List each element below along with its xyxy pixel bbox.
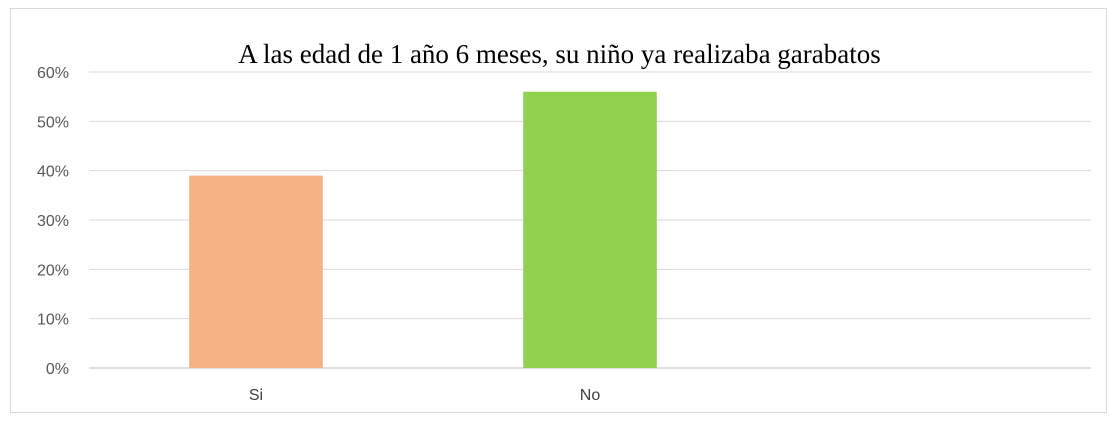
x-tick-label: No (580, 387, 601, 404)
bar-no (523, 91, 657, 368)
y-tick-label: 40% (37, 164, 69, 181)
bar-si (189, 175, 323, 368)
y-tick-label: 20% (37, 262, 69, 279)
y-tick-label: 50% (37, 114, 69, 131)
y-tick-label: 60% (37, 65, 69, 82)
chart-frame: A las edad de 1 año 6 meses, su niño ya … (10, 8, 1107, 413)
bar-chart: 0% 10% 20% 30% 40% 50% 60% Si No (37, 65, 1091, 404)
chart-title: A las edad de 1 año 6 meses, su niño ya … (238, 39, 881, 69)
y-tick-label: 30% (37, 213, 69, 230)
x-tick-label: Si (249, 387, 263, 404)
y-tick-label: 0% (46, 361, 69, 378)
y-tick-label: 10% (37, 312, 69, 329)
